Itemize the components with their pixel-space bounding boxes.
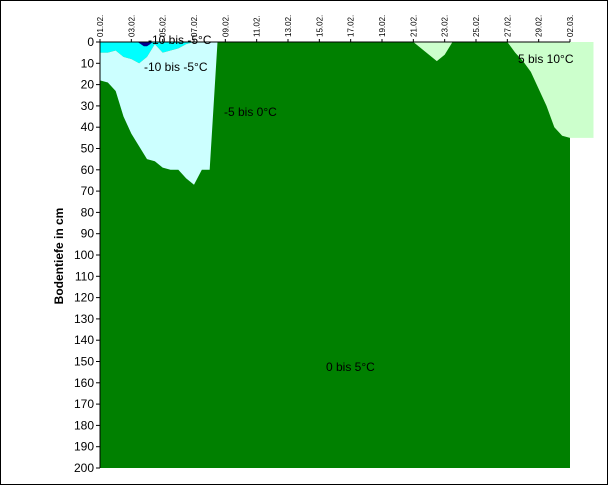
band-label: 5 bis 10°C (518, 52, 574, 66)
y-tick-label: 70 (81, 184, 95, 198)
x-tick-label: 19.02. (378, 15, 387, 37)
y-tick-label: 50 (81, 142, 95, 156)
band-label: -10 bis -5°C (148, 33, 212, 47)
band-label: -10 bis -5°C (144, 60, 208, 74)
y-tick-label: 10 (81, 56, 95, 70)
annotations: -10 bis -5°C -10 bis -5°C -5 bis 0°C 0 bis … (144, 33, 574, 374)
y-tick-label: 0 (87, 35, 94, 49)
x-tick-label: 27.02. (503, 15, 512, 37)
x-tick-label: 07.02. (190, 15, 199, 37)
x-tick-label: 23.02. (441, 15, 450, 37)
y-axis-label: Bodentiefe in cm (52, 208, 66, 305)
area-layer-extra-0 (137, 42, 153, 47)
band-label: -5 bis 0°C (224, 105, 277, 119)
y-tick-label: 170 (74, 397, 94, 411)
area-layer-2 (100, 42, 594, 138)
y-tick-label: 80 (81, 205, 95, 219)
y-tick-label: 160 (74, 376, 94, 390)
x-tick-label: 17.02. (347, 15, 356, 37)
y-axis: 0 10 20 30 40 50 60 70 80 90 100 110 120 130 140 150 160… (74, 35, 101, 475)
y-tick-label: 120 (74, 291, 94, 305)
x-tick-label: 11.02. (253, 15, 262, 37)
x-axis: 01.02. 03.02. 05.02. 07.02. 09.02. 11.02. 13.0… (96, 15, 575, 43)
x-tick-label: 05.02. (159, 15, 168, 37)
y-tick-label: 100 (74, 248, 94, 262)
x-tick-label: 21.02. (409, 15, 418, 37)
y-tick-label: 60 (81, 163, 95, 177)
area-layer-1 (100, 42, 288, 185)
y-tick-label: 180 (74, 418, 94, 432)
x-tick-label: 15.02. (315, 15, 324, 37)
y-tick-label: 20 (81, 78, 95, 92)
band-label: 0 bis 5°C (326, 360, 375, 374)
x-tick-label: 03.02. (127, 15, 136, 37)
x-tick-label: 29.02. (535, 15, 544, 37)
x-tick-label: 09.02. (221, 15, 230, 37)
y-tick-label: 140 (74, 333, 94, 347)
y-tick-label: 190 (74, 440, 94, 454)
y-tick-label: 150 (74, 355, 94, 369)
y-tick-label: 90 (81, 227, 95, 241)
area-layer-0 (100, 42, 198, 64)
x-tick-label: 01.02. (96, 15, 105, 37)
x-tick-label: 25.02. (472, 15, 481, 37)
x-tick-label: 13.02. (284, 15, 293, 37)
y-tick-label: 130 (74, 312, 94, 326)
x-tick-label: 02.03. (566, 15, 575, 37)
y-tick-label: 40 (81, 120, 95, 134)
y-tick-label: 30 (81, 99, 95, 113)
area-layers (100, 42, 594, 185)
y-tick-label: 200 (74, 461, 94, 475)
y-tick-label: 110 (75, 269, 94, 283)
